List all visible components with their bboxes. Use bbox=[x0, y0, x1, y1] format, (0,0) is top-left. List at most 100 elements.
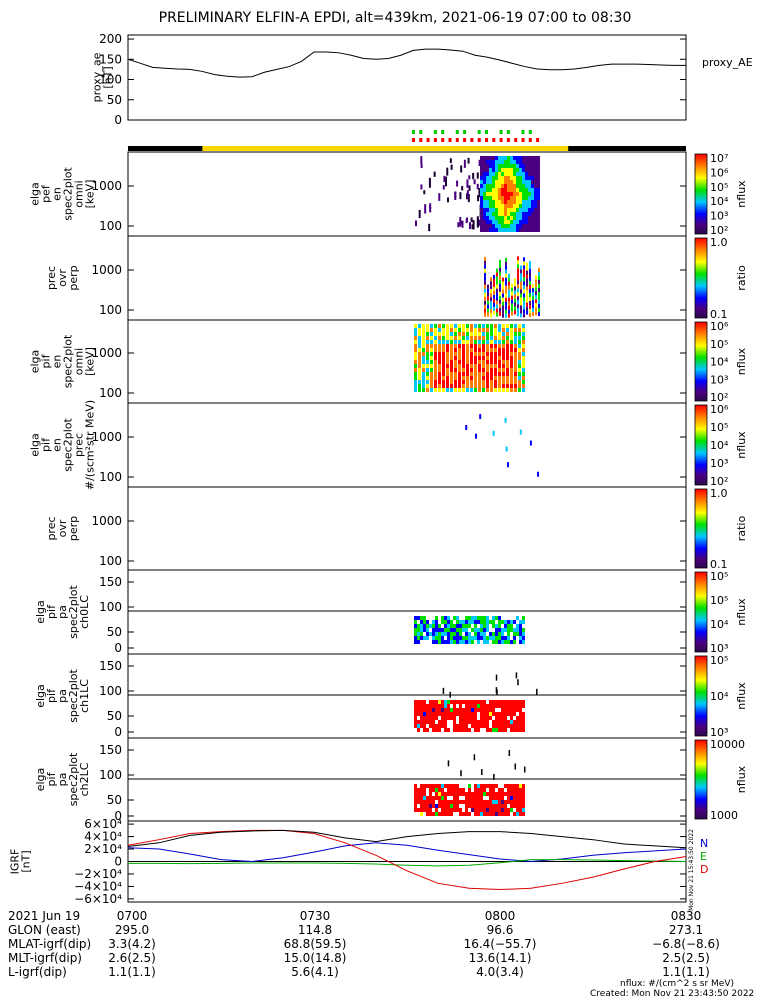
elga-pif-pa-spec2plot-ch0LC-cell-156 bbox=[495, 616, 498, 620]
elga-pef-en-spec2plot-omni-cell-277 bbox=[513, 188, 516, 192]
prec-ovr-perp-1-cell-130 bbox=[517, 288, 519, 293]
elga-pef-en-spec2plot-omni-cell-349 bbox=[525, 172, 528, 176]
elga-pef-en-spec2plot-omni-cell-138 bbox=[492, 164, 495, 168]
elga-pef-en-spec2plot-omni-cell-340 bbox=[522, 212, 525, 216]
elga-pef-en-spec2plot-omni-cell-28 bbox=[476, 172, 479, 179]
elga-pef-en-spec2plot-omni-cell-405 bbox=[534, 168, 537, 172]
elga-pef-en-spec2plot-omni-cell-325 bbox=[519, 228, 522, 232]
elga-pif-en-spec2plot-omni-cell-188 bbox=[458, 328, 461, 332]
elga-pif-pa-spec2plot-ch2LC-ylabel-line-3: spec2plot bbox=[67, 752, 80, 806]
elga-pif-pa-spec2plot-ch1LC-cell-83 bbox=[447, 716, 450, 720]
elga-pif-pa-spec2plot-ch1LC-cell-265 bbox=[517, 679, 519, 686]
elga-pif-pa-spec2plot-ch2LC-cell-23 bbox=[423, 796, 426, 800]
elga-pif-en-spec2plot-omni-cell-44 bbox=[422, 364, 425, 368]
elga-pef-en-spec2plot-omni-cell-82 bbox=[483, 168, 486, 172]
elga-pif-pa-spec2plot-ch1LC-cell-212 bbox=[504, 712, 507, 716]
elga-pif-en-spec2plot-prec-cell-3 bbox=[492, 430, 495, 436]
elga-pif-pa-spec2plot-ch2LC-cell-232 bbox=[516, 784, 519, 788]
prec-ovr-perp-1-cell-13 bbox=[484, 308, 486, 313]
elga-pef-en-spec2plot-omni-cell-158 bbox=[495, 168, 498, 172]
elga-pif-pa-spec2plot-ch0LC-cell-55 bbox=[444, 616, 447, 620]
elga-pif-en-spec2plot-omni-cell-148 bbox=[446, 372, 449, 376]
elga-pef-en-spec2plot-omni-cell-219 bbox=[504, 184, 507, 188]
prec-ovr-perp-2-colorbar-label: ratio bbox=[735, 516, 748, 542]
elga-pif-pa-spec2plot-ch2LC-cell-241 bbox=[519, 788, 522, 792]
elga-pef-en-spec2plot-omni-cell-156 bbox=[495, 160, 498, 164]
elga-pef-en-spec2plot-omni-cell-86 bbox=[483, 184, 486, 188]
elga-pif-en-spec2plot-omni-colorbar-label-group: nflux bbox=[735, 347, 748, 375]
elga-pef-en-spec2plot-omni-cell-271 bbox=[513, 164, 516, 168]
elga-pif-en-spec2plot-omni-cell-17 bbox=[418, 324, 421, 328]
elga-pif-pa-spec2plot-ch2LC-cell-203 bbox=[501, 808, 504, 812]
elga-pif-pa-spec2plot-ch2LC-cell-251 bbox=[522, 796, 525, 800]
elga-pif-pa-spec2plot-ch1LC-frame bbox=[127, 653, 687, 739]
elga-pif-pa-spec2plot-ch1LC-cell-108 bbox=[459, 724, 462, 728]
prec-ovr-perp-1-cell-220 bbox=[538, 308, 540, 313]
elga-pef-en-spec2plot-omni-cell-127 bbox=[489, 196, 492, 200]
elga-pif-pa-spec2plot-ch1LC-cell-159 bbox=[480, 724, 483, 728]
elga-pif-pa-spec2plot-ch0LC-cell-120 bbox=[474, 632, 477, 636]
elga-pif-en-spec2plot-omni-cell-433 bbox=[514, 356, 517, 360]
elga-pif-en-spec2plot-omni-cell-281 bbox=[478, 360, 481, 364]
elga-pef-en-spec2plot-omni-cell-402 bbox=[534, 156, 537, 160]
elga-pef-en-spec2plot-omni-cell-75 bbox=[480, 216, 483, 220]
elga-pif-en-spec2plot-omni-cell-299 bbox=[482, 364, 485, 368]
elga-pef-en-spec2plot-omni-cell-185 bbox=[498, 200, 501, 204]
elga-pif-pa-spec2plot-ch0LC-cell-51 bbox=[441, 628, 444, 632]
ephemeris-marker-green-6 bbox=[455, 130, 459, 134]
elga-pif-en-spec2plot-omni-cell-118 bbox=[438, 388, 441, 392]
prec-ovr-perp-1-cell-80 bbox=[505, 261, 507, 266]
prec-ovr-perp-1-cell-123 bbox=[517, 260, 519, 265]
elga-pif-pa-spec2plot-ch0LC-cell-53 bbox=[441, 636, 444, 640]
prec-ovr-perp-1-cell-33 bbox=[493, 274, 495, 279]
elga-pif-pa-spec2plot-ch2LC-cell-43 bbox=[432, 796, 435, 800]
elga-pif-pa-spec2plot-ch0LC-cell-104 bbox=[465, 640, 468, 644]
elga-pif-en-spec2plot-omni-cell-70 bbox=[430, 332, 433, 336]
elga-pif-pa-spec2plot-ch0LC-cell-209 bbox=[522, 640, 525, 644]
igrf-tick-label-4: −2×10⁴ bbox=[74, 867, 122, 881]
elga-pif-en-spec2plot-omni-cell-467 bbox=[522, 356, 525, 360]
prec-ovr-perp-1-cell-3 bbox=[484, 268, 486, 273]
elga-pif-pa-spec2plot-ch1LC-cell-71 bbox=[444, 700, 447, 704]
elga-pif-en-spec2plot-omni-cell-130 bbox=[442, 368, 445, 372]
proxy-ae-ylabel-line-1: [nT] bbox=[102, 66, 115, 88]
elga-pif-pa-spec2plot-ch2LC-cell-86 bbox=[450, 800, 453, 804]
elga-pif-pa-spec2plot-ch2LC-cell-0 bbox=[414, 784, 417, 788]
elga-pif-pa-spec2plot-ch1LC-cell-161 bbox=[483, 704, 486, 708]
igrf-series-line-1 bbox=[128, 859, 687, 867]
elga-pif-pa-spec2plot-ch0LC-cell-37 bbox=[435, 616, 438, 620]
prec-ovr-perp-1-cell-41 bbox=[493, 306, 495, 311]
elga-pif-pa-spec2plot-ch0LC-cell-151 bbox=[492, 620, 495, 624]
elga-pif-en-spec2plot-omni-cell-274 bbox=[478, 332, 481, 336]
elga-pif-pa-spec2plot-ch1LC-cell-31 bbox=[426, 712, 429, 716]
prec-ovr-perp-1-cell-60 bbox=[499, 279, 501, 284]
footer-row-mlt-2: 13.6(14.1) bbox=[469, 951, 532, 965]
elga-pif-en-spec2plot-omni-cell-165 bbox=[450, 372, 453, 376]
elga-pif-pa-spec2plot-ch1LC-spectrogram-cells bbox=[414, 672, 538, 732]
elga-pif-en-spec2plot-omni-cell-87 bbox=[434, 332, 437, 336]
elga-pif-pa-spec2plot-ch0LC-cell-0 bbox=[414, 616, 417, 620]
elga-pif-pa-spec2plot-ch0LC-cell-23 bbox=[423, 636, 426, 640]
elga-pif-pa-spec2plot-ch2LC-cell-84 bbox=[450, 788, 453, 792]
elga-pef-en-spec2plot-omni-cell-121 bbox=[489, 172, 492, 176]
elga-pif-en-spec2plot-omni-cell-140 bbox=[446, 340, 449, 344]
elga-pef-en-spec2plot-omni-cell-384 bbox=[531, 160, 534, 164]
elga-pif-en-spec2plot-omni-cell-251 bbox=[470, 376, 473, 380]
elga-pif-en-spec2plot-omni-cell-363 bbox=[498, 348, 501, 352]
prec-ovr-perp-1-cell-138 bbox=[520, 269, 522, 274]
elga-pif-pa-spec2plot-ch0LC-cell-14 bbox=[420, 620, 423, 624]
elga-pef-en-spec2plot-omni-cell-234 bbox=[507, 168, 510, 172]
elga-pif-en-spec2plot-omni-cell-291 bbox=[482, 332, 485, 336]
elga-pif-pa-spec2plot-ch1LC-cell-95 bbox=[453, 724, 456, 728]
elga-pef-en-spec2plot-omni-cell-301 bbox=[516, 208, 519, 212]
elga-pif-en-spec2plot-omni-cell-336 bbox=[490, 376, 493, 380]
elga-pif-pa-spec2plot-ch0LC-cell-124 bbox=[477, 628, 480, 632]
elga-pif-pa-spec2plot-ch2LC-cell-206 bbox=[504, 792, 507, 796]
elga-pef-en-spec2plot-omni-cell-3 bbox=[472, 172, 475, 180]
elga-pif-pa-spec2plot-ch1LC-cell-43 bbox=[432, 704, 435, 708]
elga-pif-en-spec2plot-omni-cell-417 bbox=[510, 360, 513, 364]
elga-pef-en-spec2plot-omni-cell-134 bbox=[489, 224, 492, 228]
elga-pif-pa-spec2plot-ch1LC-cell-72 bbox=[444, 704, 447, 708]
elga-pif-pa-spec2plot-ch1LC-cell-109 bbox=[459, 728, 462, 732]
elga-pif-pa-spec2plot-ch0LC-cell-33 bbox=[432, 628, 435, 632]
